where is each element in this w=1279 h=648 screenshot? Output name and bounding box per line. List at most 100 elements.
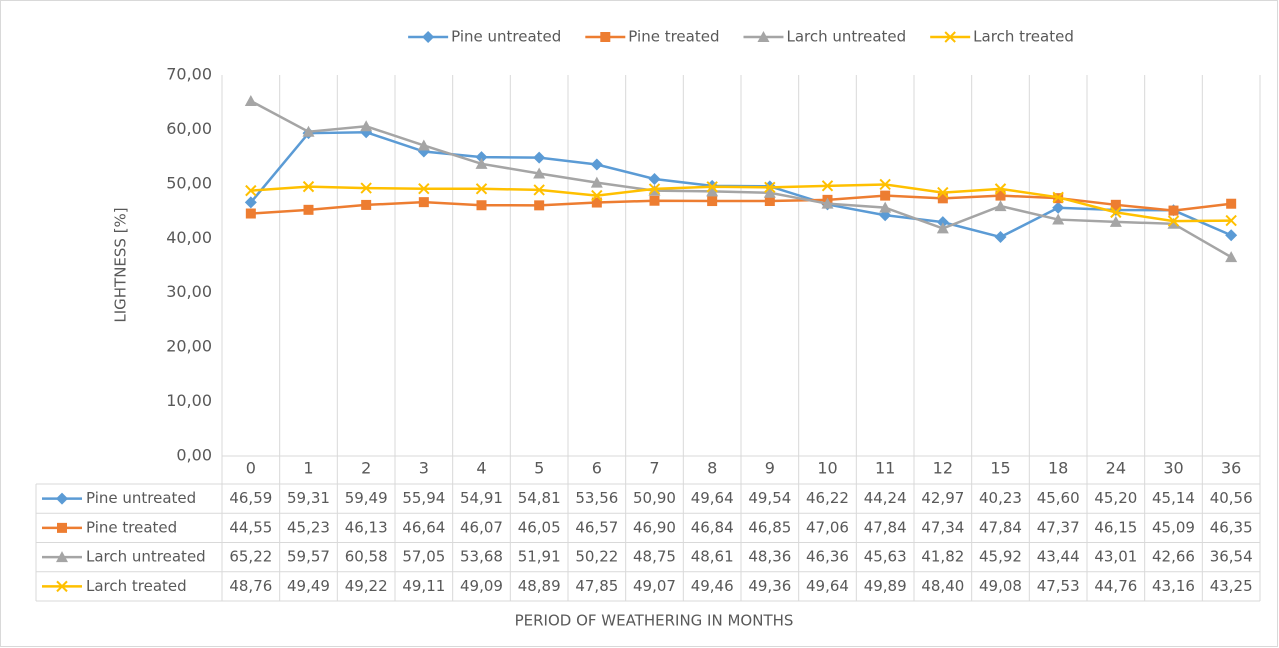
table-series-name: Larch treated (86, 577, 187, 595)
x-tick-label: 10 (817, 459, 837, 478)
table-cell: 49,22 (345, 577, 388, 595)
x-tick-label: 0 (246, 459, 256, 478)
table-cell: 45,92 (979, 548, 1022, 566)
table-cell: 46,05 (518, 518, 561, 536)
table-cell: 45,60 (1037, 489, 1080, 507)
table-cell: 43,44 (1037, 548, 1080, 566)
y-tick-label: 0,00 (176, 446, 212, 465)
x-tick-label: 15 (990, 459, 1010, 478)
marker (361, 199, 372, 210)
table-cell: 42,66 (1152, 548, 1195, 566)
x-tick-label: 36 (1221, 459, 1241, 478)
marker (418, 182, 430, 195)
marker (994, 183, 1007, 195)
x-tick-label: 1 (303, 459, 313, 478)
marker (475, 157, 488, 169)
table-cell: 41,82 (921, 548, 964, 566)
table-cell: 55,94 (402, 489, 445, 507)
x-tick-label: 9 (765, 459, 775, 478)
marker (1225, 229, 1238, 242)
marker (995, 190, 1006, 201)
legend: Pine untreated Pine treated Larch untreate… (408, 28, 1074, 46)
table-cell: 44,55 (229, 518, 272, 536)
table-cell: 46,22 (806, 489, 849, 507)
x-tick-label: 7 (649, 459, 659, 478)
table-cell: 54,81 (518, 489, 561, 507)
legend-label: Pine untreated (451, 28, 561, 46)
marker (1225, 214, 1237, 227)
table-cell: 47,53 (1037, 577, 1080, 595)
marker (994, 200, 1007, 212)
legend-marker (422, 31, 435, 43)
marker (417, 139, 430, 151)
table-cell: 44,76 (1094, 577, 1137, 595)
marker (1110, 199, 1121, 210)
x-tick-label: 4 (476, 459, 486, 478)
table-cell: 42,97 (921, 489, 964, 507)
table-cell: 49,11 (402, 577, 445, 595)
marker (302, 125, 315, 137)
table-cell: 46,35 (1210, 518, 1253, 536)
marker (1052, 213, 1065, 225)
table-cell: 49,09 (460, 577, 503, 595)
y-axis-label: LIGHTNESS [%] (112, 207, 130, 322)
marker (418, 197, 429, 208)
marker (936, 222, 949, 234)
table-cell: 40,23 (979, 489, 1022, 507)
marker (1052, 201, 1065, 214)
table-cell: 48,40 (921, 577, 964, 595)
table-cell: 49,64 (806, 577, 849, 595)
marker (1226, 198, 1237, 209)
marker (534, 200, 545, 211)
marker (1110, 206, 1122, 219)
marker (533, 167, 546, 179)
marker (360, 120, 373, 132)
table-cell: 47,34 (921, 518, 964, 536)
x-tick-label: 24 (1106, 459, 1126, 478)
table-legend-key-marker (57, 522, 67, 533)
marker (707, 196, 718, 207)
table-legend-key-marker (56, 551, 68, 563)
marker (706, 181, 718, 193)
table-cell: 47,85 (575, 577, 618, 595)
marker (360, 182, 372, 194)
table-cell: 46,15 (1094, 518, 1137, 536)
marker (302, 180, 315, 193)
marker (590, 158, 603, 171)
x-tick-label: 11 (875, 459, 895, 478)
x-tick-label: 6 (592, 459, 602, 478)
table-cell: 36,54 (1210, 548, 1253, 566)
marker (244, 95, 257, 107)
table-cell: 47,84 (979, 518, 1022, 536)
y-tick-label: 40,00 (166, 228, 212, 247)
table-cell: 43,25 (1210, 577, 1253, 595)
legend-marker (757, 31, 770, 42)
marker (245, 184, 257, 197)
table-cell: 59,31 (287, 489, 330, 507)
table-cell: 46,13 (345, 518, 388, 536)
marker (591, 197, 602, 208)
y-tick-label: 10,00 (166, 391, 212, 410)
table-cell: 45,20 (1094, 489, 1137, 507)
marker (764, 196, 775, 207)
marker (591, 189, 603, 202)
table-cell: 44,24 (864, 489, 907, 507)
table-cell: 51,91 (518, 548, 561, 566)
table-cell: 47,06 (806, 518, 849, 536)
table-cell: 46,90 (633, 518, 676, 536)
table-cell: 45,23 (287, 518, 330, 536)
table-cell: 49,46 (691, 577, 734, 595)
table-cell: 53,56 (575, 489, 618, 507)
table-legend-key-marker (56, 580, 68, 593)
table-cell: 57,05 (402, 548, 445, 566)
legend-marker (944, 31, 956, 43)
y-tick-label: 60,00 (166, 119, 212, 138)
table-cell: 60,58 (345, 548, 388, 566)
y-tick-label: 20,00 (166, 337, 212, 356)
marker (1109, 215, 1122, 227)
x-tick-label: 3 (419, 459, 429, 478)
marker (880, 190, 891, 201)
table-cell: 43,16 (1152, 577, 1195, 595)
marker (648, 183, 661, 195)
